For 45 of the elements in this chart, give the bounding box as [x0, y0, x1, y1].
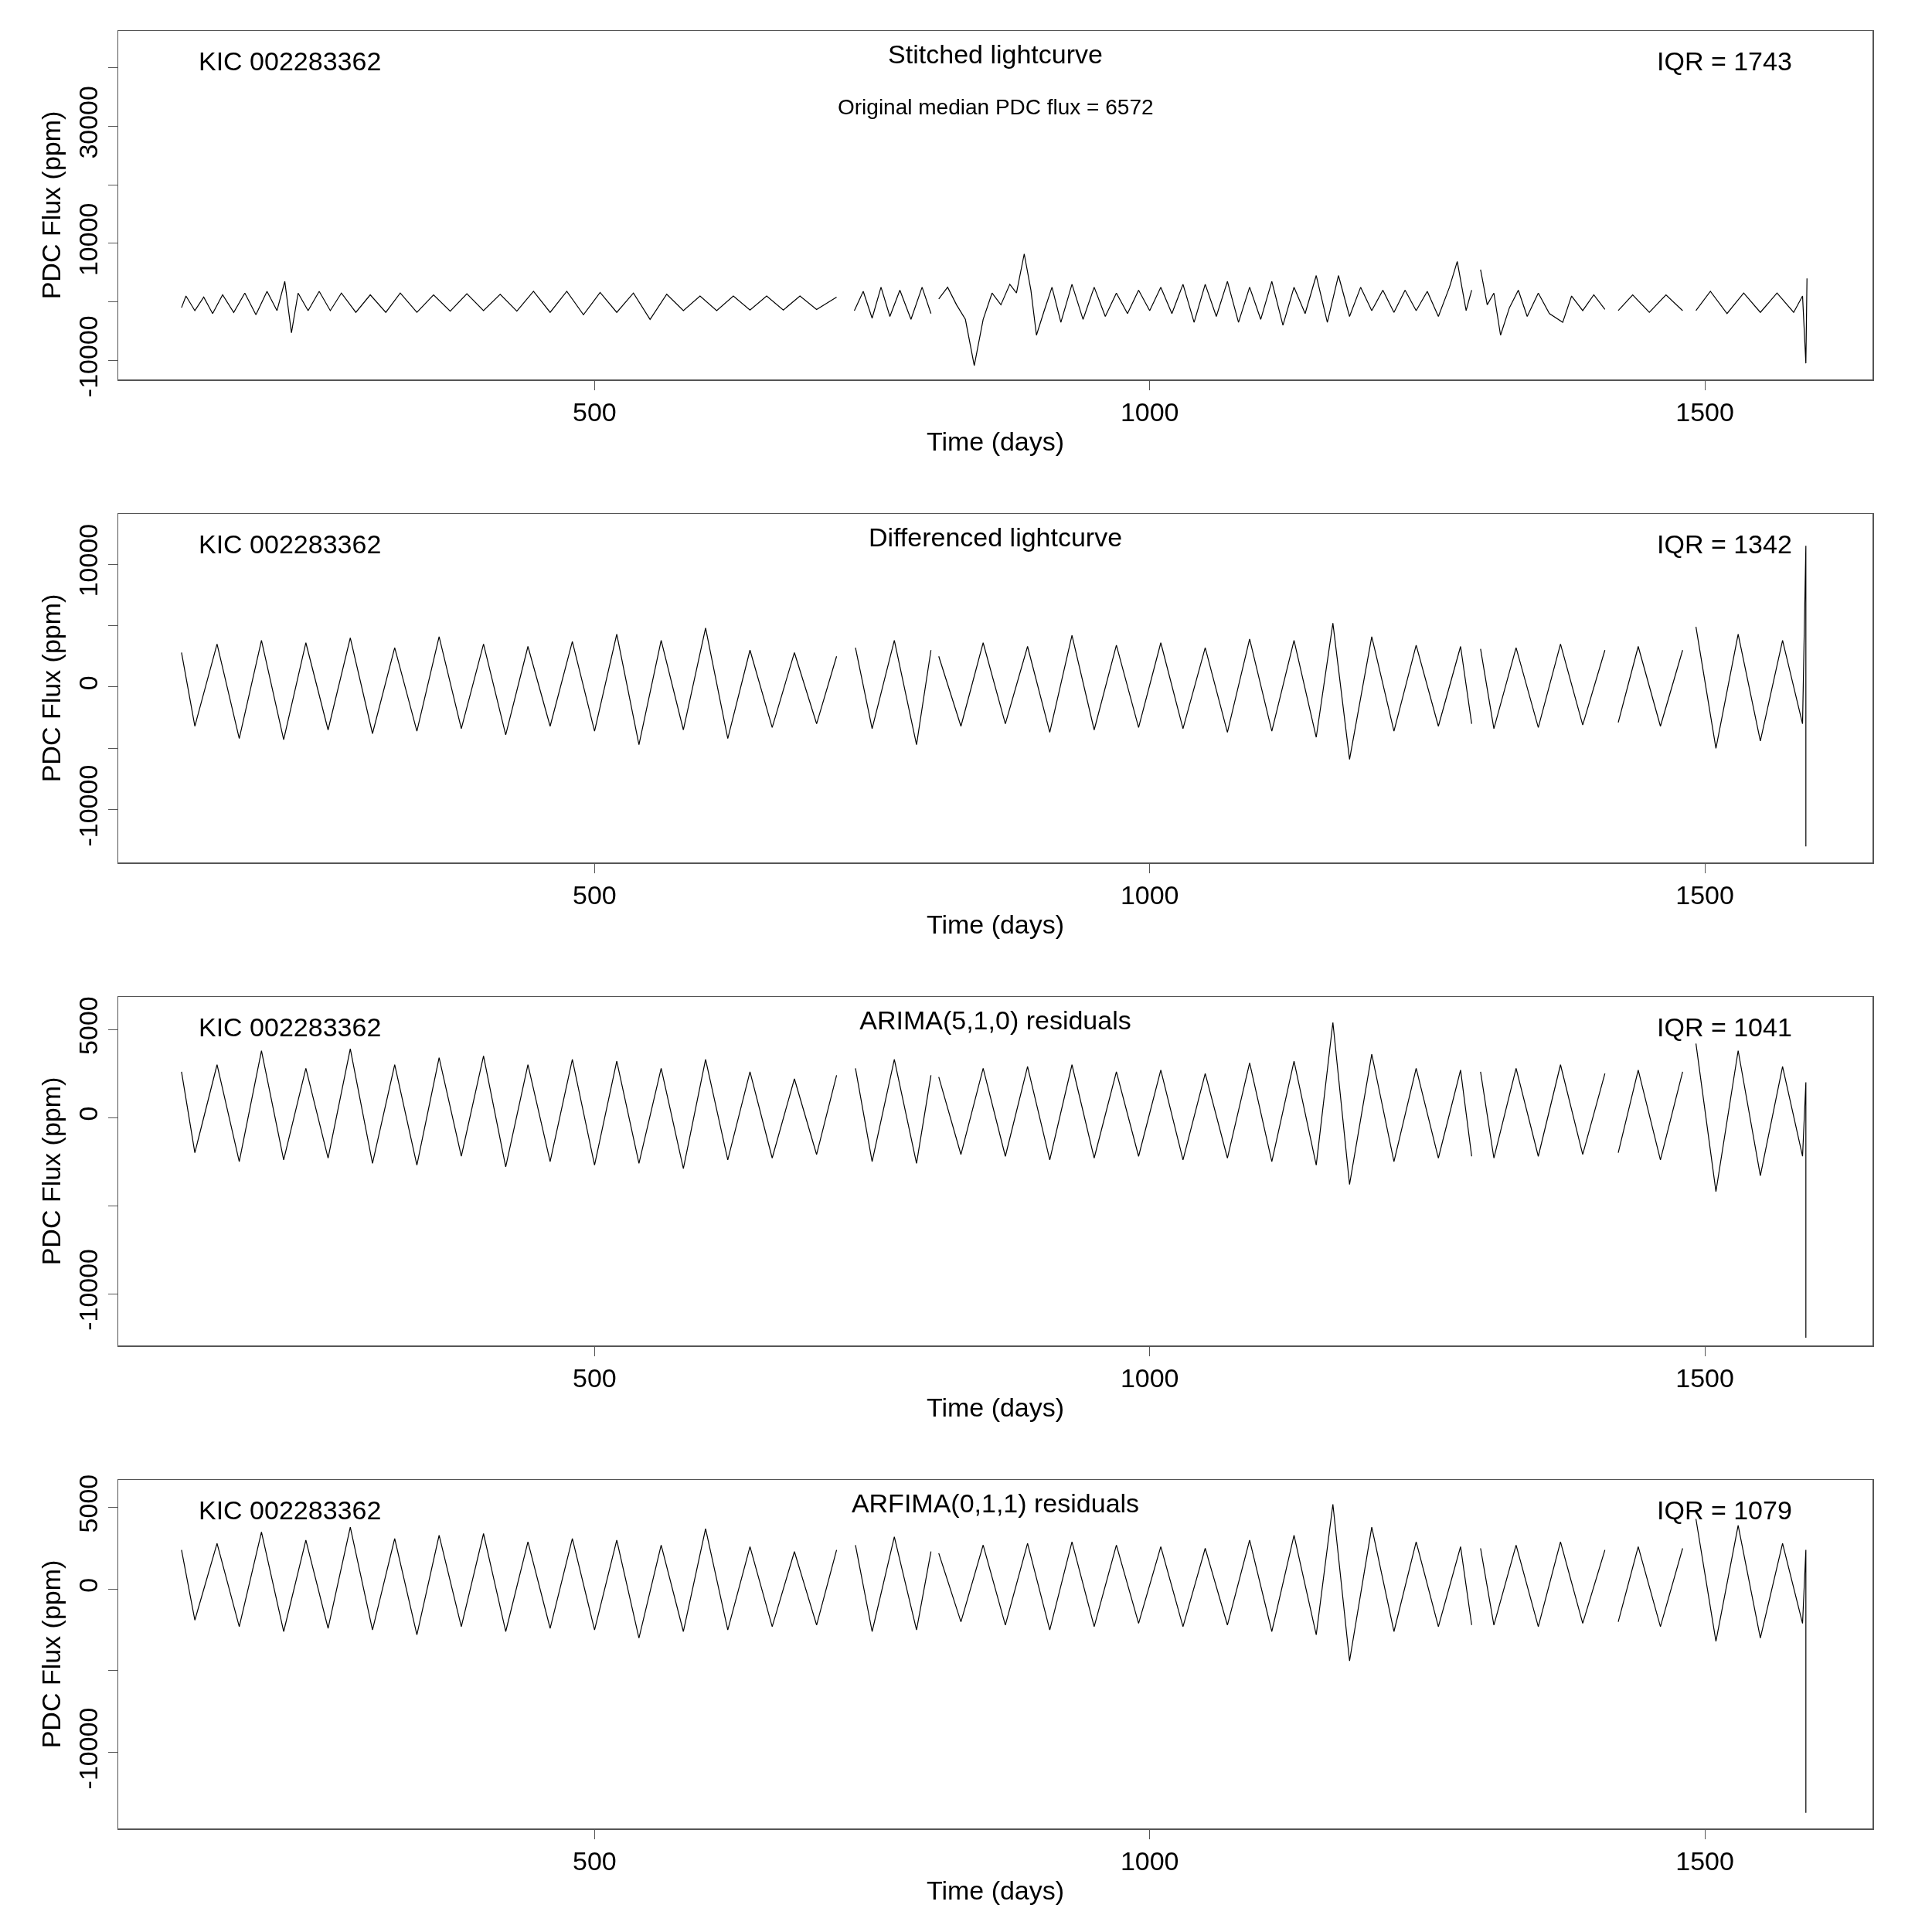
annotation: IQR = 1041	[1657, 1012, 1792, 1042]
x-tick-label: 500	[572, 1363, 617, 1393]
annotation: IQR = 1342	[1657, 529, 1792, 559]
x-axis-title: Time (days)	[926, 1876, 1065, 1906]
y-tick-label: -10000	[73, 764, 103, 847]
x-tick-label: 1500	[1675, 397, 1734, 427]
x-axis-title: Time (days)	[926, 910, 1065, 940]
x-tick-label: 500	[572, 1846, 617, 1876]
y-tick-label: -10000	[73, 315, 103, 398]
y-tick-label: 5000	[73, 1474, 103, 1533]
chart-title: Stitched lightcurve	[888, 39, 1103, 69]
x-tick-label: 500	[572, 880, 617, 910]
chart-title: Differenced lightcurve	[868, 522, 1123, 552]
x-tick-label: 1000	[1120, 1846, 1179, 1876]
annotation: KIC 002283362	[199, 46, 382, 76]
chart-title: ARIMA(5,1,0) residuals	[859, 1005, 1131, 1035]
chart-title: ARFIMA(0,1,1) residuals	[851, 1488, 1140, 1518]
y-tick-label: -10000	[73, 1248, 103, 1331]
x-tick-label: 500	[572, 397, 617, 427]
annotation: KIC 002283362	[199, 1495, 382, 1525]
y-tick-label: 10000	[73, 523, 103, 597]
x-tick-label: 1500	[1675, 1846, 1734, 1876]
x-tick-label: 1500	[1675, 880, 1734, 910]
x-axis-title: Time (days)	[926, 1393, 1065, 1423]
annotation: KIC 002283362	[199, 529, 382, 559]
y-tick-label: 0	[73, 1106, 103, 1121]
annotation: IQR = 1743	[1657, 46, 1792, 76]
y-tick-label: 0	[73, 1577, 103, 1593]
annotation: KIC 002283362	[199, 1012, 382, 1042]
x-tick-label: 1500	[1675, 1363, 1734, 1393]
y-tick-label: 10000	[73, 202, 103, 277]
y-tick-label: 0	[73, 675, 103, 691]
x-tick-label: 1000	[1120, 397, 1179, 427]
x-axis-title: Time (days)	[926, 427, 1065, 457]
x-tick-label: 1000	[1120, 1363, 1179, 1393]
y-tick-label: 30000	[73, 86, 103, 159]
y-tick-label: -10000	[73, 1707, 103, 1790]
annotation: Original median PDC flux = 6572	[838, 95, 1154, 119]
y-axis-title: PDC Flux (ppm)	[36, 111, 66, 300]
y-axis-title: PDC Flux (ppm)	[36, 594, 66, 783]
y-axis-title: PDC Flux (ppm)	[36, 1077, 66, 1266]
x-tick-label: 1000	[1120, 880, 1179, 910]
annotation: IQR = 1079	[1657, 1495, 1792, 1525]
y-tick-label: 5000	[73, 996, 103, 1055]
y-axis-title: PDC Flux (ppm)	[36, 1560, 66, 1749]
